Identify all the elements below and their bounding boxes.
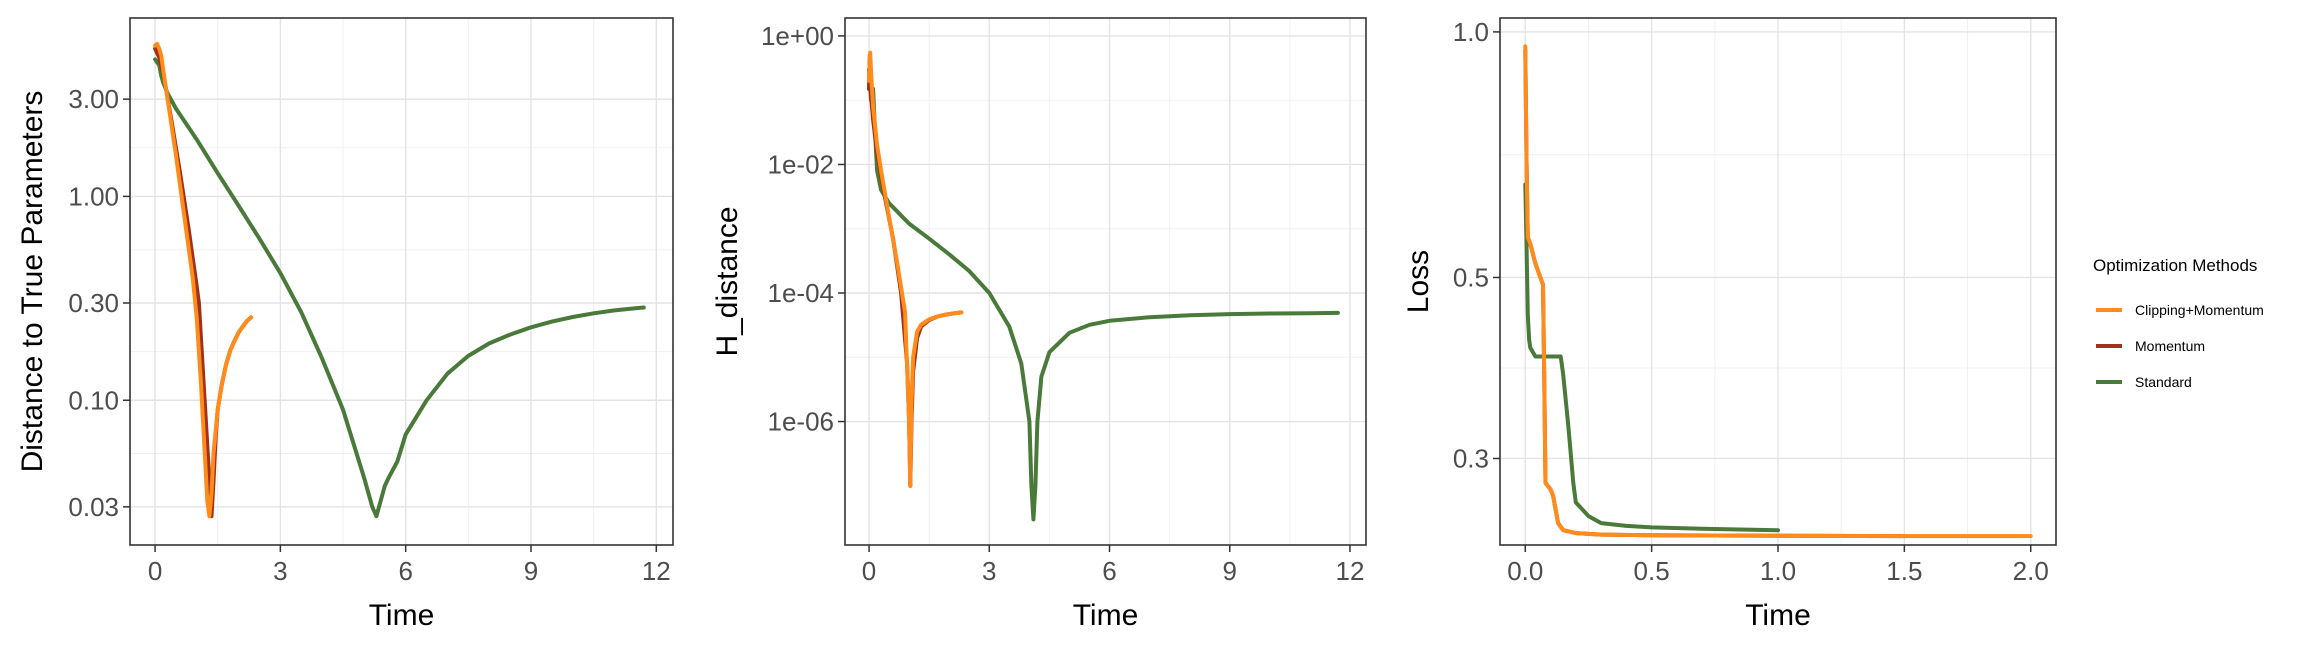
panel-border: [129, 17, 674, 546]
x-tick-label: 3: [273, 556, 287, 586]
chart-panel-3: 0.0 0.5 1.0 1.5 2.0 0.3 0.5 1.0 Time Loss: [1402, 17, 2057, 632]
plot-background: [845, 18, 1366, 545]
series-line-standard: [1523, 182, 1780, 533]
x-tick-label: 0: [862, 556, 876, 586]
y-tick-label: 1e-02: [768, 149, 835, 179]
x-tick-label: 2.0: [2013, 556, 2049, 586]
x-tick-label: 3: [982, 556, 996, 586]
chart-panel-2: 0 3 6 9 12 1e-06 1e-04 1e-02 1e+00 Time H_distance: [711, 17, 1367, 632]
series-line-standard: [153, 57, 646, 519]
y-tick-label: 1e-04: [768, 278, 835, 308]
x-tick-label: 0.0: [1507, 556, 1543, 586]
series-line-clipping-momentum: [153, 41, 254, 519]
x-tick-label: 0: [148, 556, 162, 586]
series-line-clipping-momentum: [1523, 44, 2033, 539]
x-tick-label: 12: [1336, 556, 1365, 586]
x-tick-label: 1.0: [1760, 556, 1796, 586]
y-tick-label: 0.5: [1453, 262, 1489, 292]
x-tick-label: 0.5: [1634, 556, 1670, 586]
x-tick-label: 9: [524, 556, 538, 586]
legend-label: Clipping+Momentum: [2135, 302, 2264, 318]
x-tick-label: 6: [1102, 556, 1116, 586]
y-tick-label: 1.0: [1453, 17, 1489, 47]
y-tick-label: 1e+00: [761, 21, 834, 51]
x-tick-label: 12: [642, 556, 671, 586]
y-tick-label: 1.00: [68, 181, 119, 211]
y-axis-label: H_distance: [711, 206, 744, 356]
y-tick-label: 3.00: [68, 84, 119, 114]
legend-title: Optimization Methods: [2093, 256, 2257, 275]
legend: Optimization Methods Clipping+Momentum Mo…: [2093, 256, 2264, 390]
legend-label: Standard: [2135, 374, 2192, 390]
y-axis-label: Loss: [1402, 250, 1435, 313]
panel-border: [1499, 17, 2057, 546]
y-tick-label: 1e-06: [768, 407, 835, 437]
x-axis-label: Time: [1745, 599, 1811, 632]
x-tick-label: 1.5: [1886, 556, 1922, 586]
series-line-clipping-momentum: [867, 50, 964, 488]
y-axis-label: Distance to True Parameters: [16, 91, 49, 473]
y-tick-label: 0.30: [68, 288, 119, 318]
panel-border: [844, 17, 1367, 546]
x-axis-label: Time: [369, 599, 435, 632]
y-tick-label: 0.10: [68, 385, 119, 415]
x-tick-label: 6: [398, 556, 412, 586]
y-tick-label: 0.3: [1453, 443, 1489, 473]
chart-panel-1: 0 3 6 9 12 0.03 0.10 0.30 1.00 3.00 Time Distance t…: [16, 17, 674, 632]
series-line-standard: [867, 67, 1340, 522]
y-tick-label: 0.03: [68, 492, 119, 522]
plot-background: [130, 18, 673, 545]
legend-label: Momentum: [2135, 338, 2205, 354]
x-tick-label: 9: [1223, 556, 1237, 586]
x-axis-label: Time: [1073, 599, 1139, 632]
